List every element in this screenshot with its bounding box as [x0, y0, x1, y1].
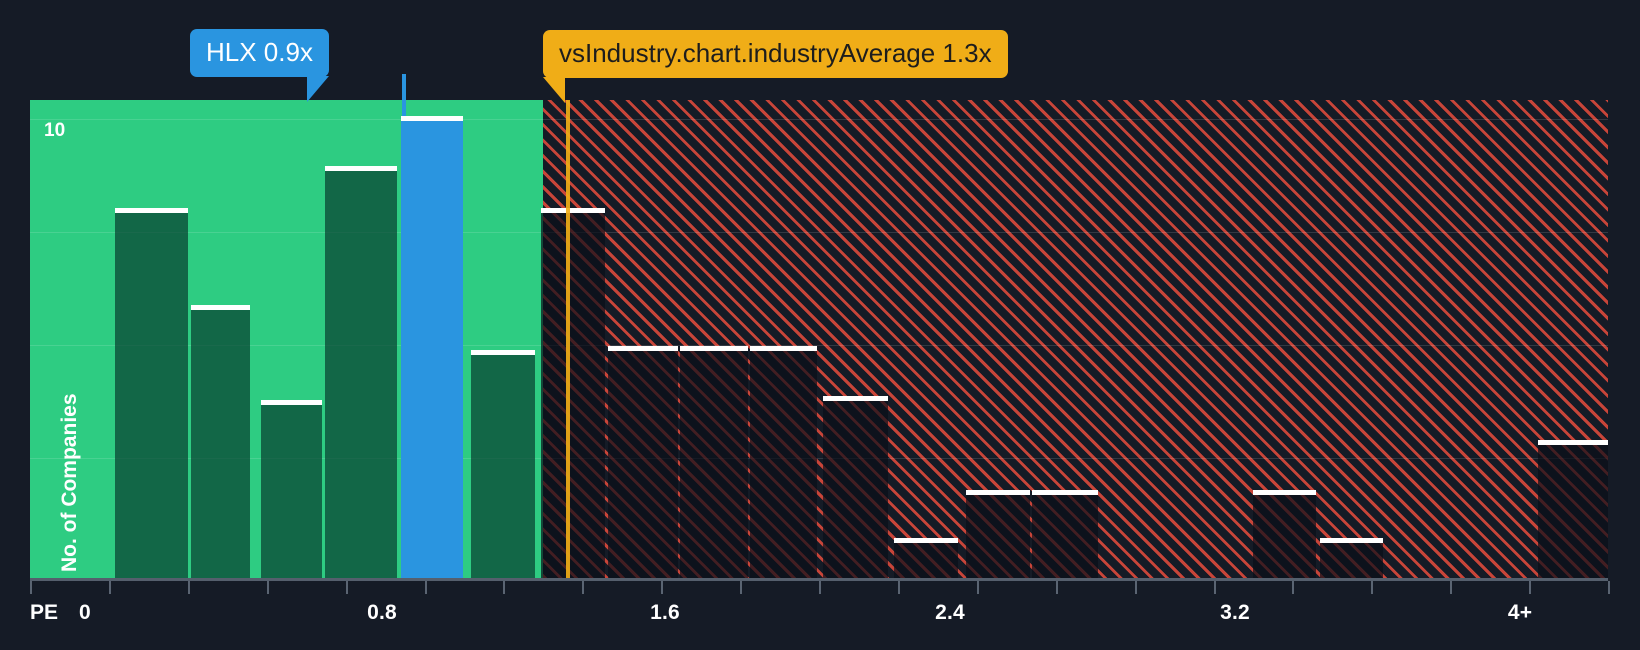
x-axis-tick: [425, 581, 427, 594]
industry-average-tooltip[interactable]: vsIndustry.chart.industryAverage 1.3x: [543, 30, 1008, 103]
bar-cap: [823, 396, 888, 401]
x-axis-tick: [898, 581, 900, 594]
bar-cap: [191, 305, 250, 310]
histogram-bar[interactable]: [1320, 538, 1383, 578]
x-axis-tick-label: 3.2: [1220, 601, 1250, 624]
bar-cap: [1032, 490, 1098, 495]
x-axis-line: [30, 578, 1608, 581]
company-marker-connector: [402, 100, 406, 116]
bar-cap: [1538, 440, 1608, 445]
x-axis-tick: [740, 581, 742, 594]
y-axis-tick-label-10: 10: [44, 120, 66, 141]
bar-cap: [608, 346, 678, 351]
histogram-bar[interactable]: [1538, 440, 1608, 578]
y-axis-title: No. of Companies: [58, 393, 81, 572]
histogram-bar[interactable]: [261, 400, 322, 578]
bar-cap: [401, 116, 463, 121]
tooltip-tail-company: [306, 75, 329, 102]
bar-cap: [894, 538, 958, 543]
x-axis-tick: [503, 581, 505, 594]
x-axis-tick-label: 2.4: [935, 601, 965, 624]
industry-average-line[interactable]: [566, 100, 570, 578]
company-marker-tooltip-label: HLX 0.9x: [206, 37, 313, 67]
x-axis-tick: [346, 581, 348, 594]
x-axis-tick: [1056, 581, 1058, 594]
bar-cap: [680, 346, 748, 351]
plot-area: [30, 100, 1608, 578]
x-axis-tick-label: 1.6: [650, 601, 680, 624]
x-axis-tick: [819, 581, 821, 594]
x-axis-tick-label: 0: [79, 601, 91, 624]
gridline-1: [30, 232, 1608, 233]
x-axis-tick: [582, 581, 584, 594]
bar-cap: [966, 490, 1030, 495]
histogram-bar[interactable]: [471, 350, 535, 578]
gridline-3: [30, 458, 1608, 459]
bar-cap: [541, 208, 605, 213]
x-axis-tick: [1292, 581, 1294, 594]
bar-cap: [261, 400, 322, 405]
x-axis-tick: [30, 581, 32, 594]
x-axis-tick: [1135, 581, 1137, 594]
bar-cap: [325, 166, 397, 171]
bar-cap: [1253, 490, 1316, 495]
histogram-bar[interactable]: [750, 346, 817, 578]
histogram-bar[interactable]: [823, 396, 888, 578]
bar-cap: [115, 208, 188, 213]
x-axis-tick: [1529, 581, 1531, 594]
x-axis-title: PE: [30, 601, 59, 624]
histogram-bar[interactable]: [191, 305, 250, 578]
histogram-bar[interactable]: [325, 166, 397, 578]
histogram-bar[interactable]: [541, 208, 605, 578]
valuation-zone-overvalued: [543, 100, 1608, 578]
tooltip-tail-industry: [543, 76, 565, 103]
x-axis-tick: [1371, 581, 1373, 594]
x-axis-tick: [109, 581, 111, 594]
bar-cap: [1320, 538, 1383, 543]
gridline-0: [30, 119, 1608, 120]
histogram-bar[interactable]: [401, 116, 463, 578]
x-axis-tick: [1450, 581, 1452, 594]
x-axis-tick: [1608, 581, 1610, 594]
x-axis-tick-label: 4+: [1507, 601, 1533, 624]
histogram-bar[interactable]: [1032, 490, 1098, 578]
x-axis-tick-label: 0.8: [367, 601, 397, 624]
gridline-2: [30, 345, 1608, 346]
x-axis-tick: [188, 581, 190, 594]
histogram-bar[interactable]: [680, 346, 748, 578]
bar-cap: [471, 350, 535, 355]
histogram-bar[interactable]: [966, 490, 1030, 578]
histogram-bar[interactable]: [894, 538, 958, 578]
histogram-bar[interactable]: [1253, 490, 1316, 578]
bar-cap: [750, 346, 817, 351]
industry-average-tooltip-label: vsIndustry.chart.industryAverage 1.3x: [559, 38, 992, 68]
x-axis-tick: [977, 581, 979, 594]
company-marker-connector-stub: [402, 74, 406, 102]
histogram-bar[interactable]: [608, 346, 678, 578]
company-marker-tooltip[interactable]: HLX 0.9x: [190, 29, 329, 102]
x-axis-tick: [1214, 581, 1216, 594]
x-axis-tick: [267, 581, 269, 594]
histogram-bar[interactable]: [115, 208, 188, 578]
x-axis-tick: [661, 581, 663, 594]
